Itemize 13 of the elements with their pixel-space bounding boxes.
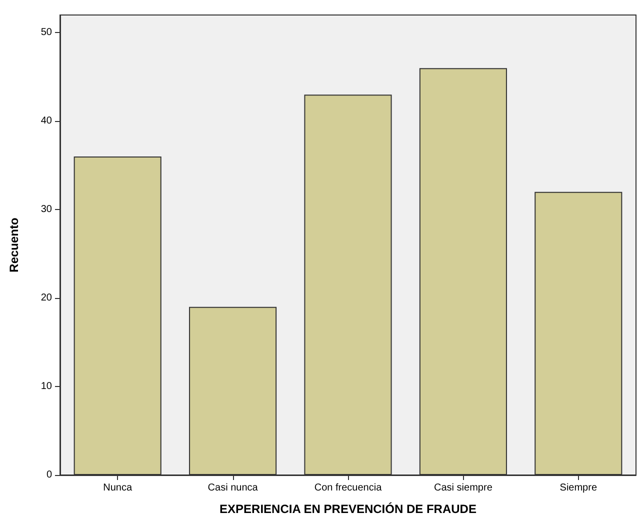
y-tick-label: 40 [40, 116, 52, 127]
y-tick-label: 0 [46, 470, 52, 480]
x-axis-title: EXPERIENCIA EN PREVENCIÓN DE FRAUDE [220, 502, 476, 516]
x-tick-label: Siempre [560, 482, 598, 494]
x-tick-label: Casi siempre [434, 482, 493, 494]
y-axis-title: Recuento [7, 218, 21, 272]
x-tick-label: Nunca [103, 482, 132, 494]
x-tick-label: Con frecuencia [314, 482, 382, 494]
x-tick-label: Casi nunca [208, 482, 258, 494]
y-tick-label: 10 [40, 381, 52, 392]
y-tick-label: 30 [40, 204, 52, 216]
y-tick-label: 20 [40, 292, 52, 304]
y-tick-label: 50 [40, 27, 52, 38]
